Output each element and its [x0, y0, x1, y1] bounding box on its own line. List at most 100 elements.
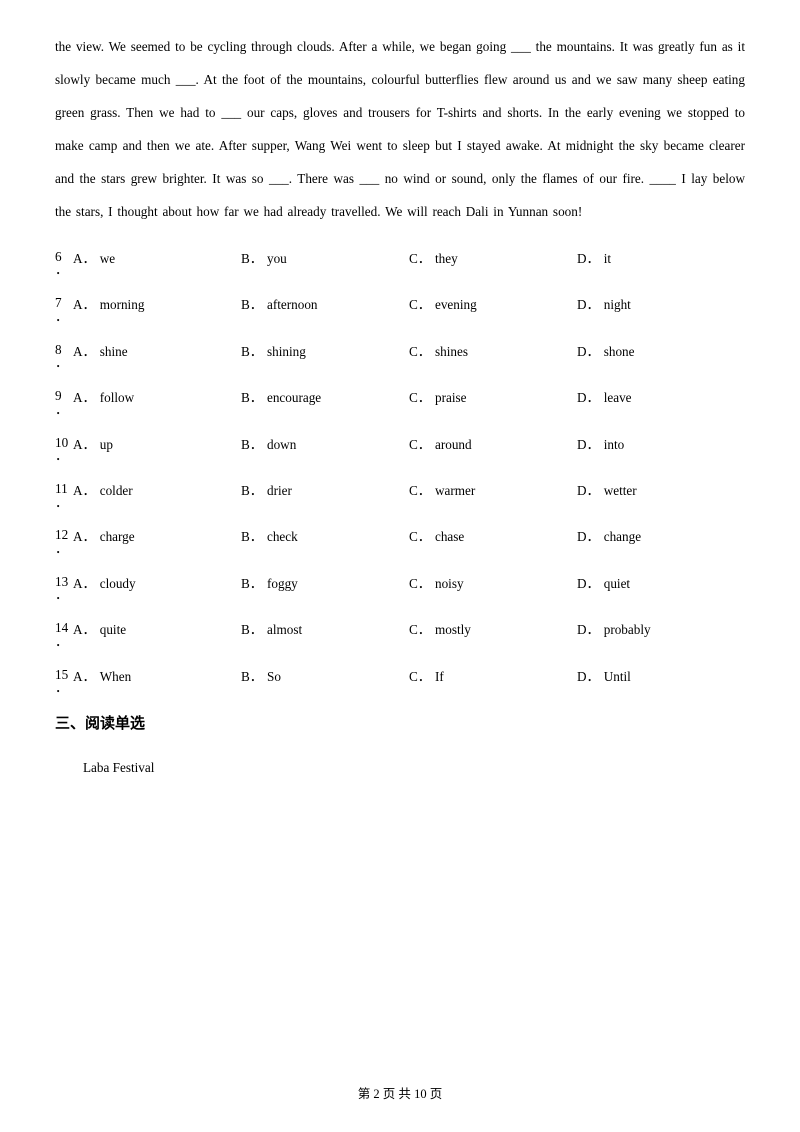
- option-letter: C．: [409, 437, 431, 452]
- option-a[interactable]: A．cloudy: [73, 575, 241, 593]
- options-container: A．shine B．shining C． shines D．shone: [73, 341, 745, 361]
- option-letter: D．: [577, 437, 600, 452]
- option-letter: C．: [409, 390, 431, 405]
- option-text: evening: [435, 297, 477, 312]
- option-text: afternoon: [267, 297, 318, 312]
- option-b[interactable]: B．foggy: [241, 575, 409, 593]
- options-container: A．charge B． check C．chase D．change: [73, 526, 745, 546]
- question-row: 14 ． A．quite B．almost C．mostly D．probabl…: [55, 619, 745, 645]
- option-b[interactable]: B． check: [241, 528, 409, 546]
- option-c[interactable]: C．If: [409, 668, 577, 686]
- option-c[interactable]: C．praise: [409, 389, 577, 407]
- q-dot: ．: [55, 406, 73, 414]
- option-a[interactable]: A．When: [73, 668, 241, 686]
- option-letter: A．: [73, 297, 96, 312]
- option-d[interactable]: D．probably: [577, 621, 745, 639]
- option-letter: D．: [577, 390, 600, 405]
- option-letter: A．: [73, 576, 96, 591]
- option-text: leave: [604, 390, 632, 405]
- option-text: wetter: [604, 483, 637, 498]
- option-d[interactable]: D．Until: [577, 668, 745, 686]
- option-letter: C．: [409, 251, 431, 266]
- q-dot: ．: [55, 545, 73, 553]
- q-dot: ．: [55, 313, 73, 321]
- option-a[interactable]: A．we: [73, 250, 241, 268]
- option-letter: B．: [241, 437, 263, 452]
- question-row: 11 ． A．colder B．drier C．warmer D．wetter: [55, 480, 745, 506]
- option-letter: D．: [577, 483, 600, 498]
- q-dot: ．: [55, 359, 73, 367]
- option-a[interactable]: A． up: [73, 436, 241, 454]
- q-dot: ．: [55, 638, 73, 646]
- option-c[interactable]: C．they: [409, 250, 577, 268]
- option-d[interactable]: D． leave: [577, 389, 745, 407]
- option-d[interactable]: D． wetter: [577, 482, 745, 500]
- option-c[interactable]: C．mostly: [409, 621, 577, 639]
- option-letter: C．: [409, 669, 431, 684]
- footer-prefix: 第: [358, 1087, 374, 1101]
- option-letter: A．: [73, 437, 96, 452]
- question-number: 13 ．: [55, 573, 73, 599]
- option-b[interactable]: B．encourage: [241, 389, 409, 407]
- option-c[interactable]: C．around: [409, 436, 577, 454]
- option-b[interactable]: B．almost: [241, 621, 409, 639]
- option-b[interactable]: B．afternoon: [241, 296, 409, 314]
- option-d[interactable]: D．it: [577, 250, 745, 268]
- option-letter: B．: [241, 390, 263, 405]
- option-text: check: [267, 529, 298, 544]
- option-c[interactable]: C．evening: [409, 296, 577, 314]
- option-a[interactable]: A．colder: [73, 482, 241, 500]
- option-text: it: [604, 251, 611, 266]
- option-text: down: [267, 437, 296, 452]
- page-footer: 第 2 页 共 10 页: [0, 1083, 800, 1102]
- option-letter: B．: [241, 251, 263, 266]
- option-letter: D．: [577, 529, 600, 544]
- option-b[interactable]: B．So: [241, 668, 409, 686]
- option-text: When: [100, 669, 132, 684]
- option-d[interactable]: D．quiet: [577, 575, 745, 593]
- reading-passage-title: Laba Festival: [55, 755, 745, 781]
- option-letter: A．: [73, 622, 96, 637]
- option-a[interactable]: A．shine: [73, 343, 241, 361]
- question-row: 8 ． A．shine B．shining C．shines D．shone: [55, 341, 745, 367]
- option-letter: D．: [577, 297, 600, 312]
- option-letter: D．: [577, 669, 600, 684]
- option-b[interactable]: B．drier: [241, 482, 409, 500]
- footer-total: 10: [414, 1087, 427, 1101]
- option-text: warmer: [435, 483, 475, 498]
- option-d[interactable]: D． night: [577, 296, 745, 314]
- option-letter: C．: [409, 344, 431, 359]
- option-a[interactable]: A．charge: [73, 528, 241, 546]
- option-a[interactable]: A．follow: [73, 389, 241, 407]
- option-a[interactable]: A．quite: [73, 621, 241, 639]
- option-text: morning: [100, 297, 145, 312]
- option-c[interactable]: C． shines: [409, 343, 577, 361]
- q-dot: ．: [55, 452, 73, 460]
- option-b[interactable]: B．you: [241, 250, 409, 268]
- option-text: shines: [435, 344, 468, 359]
- options-container: A． morning B．afternoon C．evening D． night: [73, 294, 745, 314]
- option-text: shine: [100, 344, 128, 359]
- option-text: quiet: [604, 576, 630, 591]
- option-text: follow: [100, 390, 134, 405]
- option-d[interactable]: D． into: [577, 436, 745, 454]
- options-container: A．follow B．encourage C．praise D． leave: [73, 387, 745, 407]
- question-number: 15 ．: [55, 666, 73, 692]
- option-letter: A．: [73, 529, 96, 544]
- option-d[interactable]: D．change: [577, 528, 745, 546]
- option-c[interactable]: C．chase: [409, 528, 577, 546]
- option-text: night: [604, 297, 631, 312]
- option-b[interactable]: B． down: [241, 436, 409, 454]
- option-text: into: [604, 437, 625, 452]
- question-row: 12 ． A．charge B．check C．chase D．change: [55, 526, 745, 552]
- option-text: up: [100, 437, 113, 452]
- option-b[interactable]: B．shining: [241, 343, 409, 361]
- option-d[interactable]: D．shone: [577, 343, 745, 361]
- option-letter: C．: [409, 622, 431, 637]
- option-letter: B．: [241, 529, 263, 544]
- option-text: drier: [267, 483, 292, 498]
- option-c[interactable]: C．noisy: [409, 575, 577, 593]
- option-a[interactable]: A． morning: [73, 296, 241, 314]
- option-c[interactable]: C．warmer: [409, 482, 577, 500]
- option-letter: B．: [241, 344, 263, 359]
